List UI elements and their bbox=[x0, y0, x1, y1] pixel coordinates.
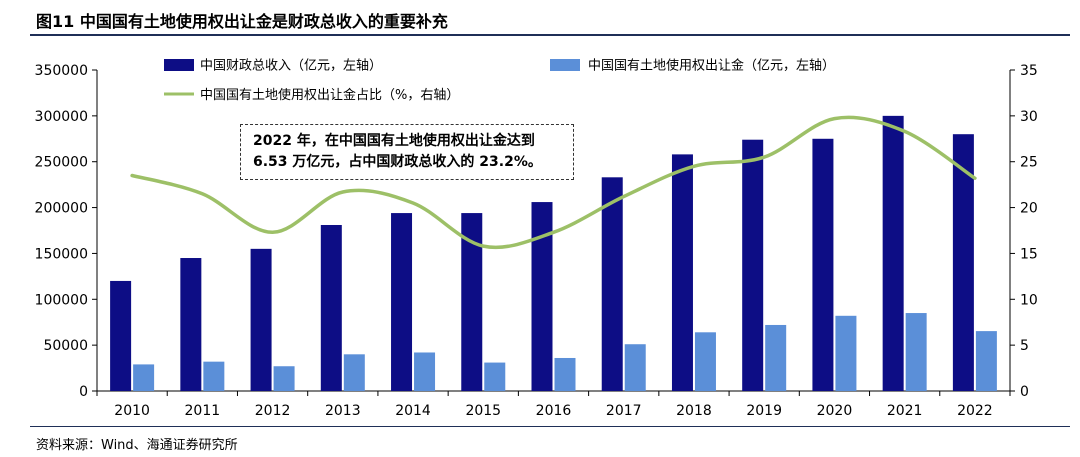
x-tick-label: 2015 bbox=[465, 403, 501, 419]
bar-land bbox=[343, 354, 365, 391]
x-tick-label: 2010 bbox=[114, 403, 150, 419]
bar-revenue bbox=[110, 280, 132, 391]
left-tick-label: 0 bbox=[79, 384, 88, 400]
bars bbox=[110, 115, 997, 391]
share-line bbox=[130, 115, 977, 250]
x-tick-label: 2013 bbox=[325, 403, 361, 419]
bar-revenue bbox=[812, 138, 834, 391]
right-tick-label: 15 bbox=[1020, 246, 1038, 262]
bar-revenue bbox=[601, 177, 623, 391]
x-tick-label: 2019 bbox=[746, 403, 782, 419]
left-tick-label: 350000 bbox=[35, 63, 88, 79]
annotation-line-1: 2022 年，在中国国有土地使用权出让金达到 bbox=[253, 133, 535, 149]
x-tick-label: 2020 bbox=[817, 403, 853, 419]
x-tick-label: 2012 bbox=[255, 403, 291, 419]
legend-label-revenue: 中国财政总收入（亿元，左轴） bbox=[200, 59, 382, 74]
bar-revenue bbox=[742, 139, 764, 391]
left-tick-label: 50000 bbox=[43, 338, 88, 354]
bar-revenue bbox=[531, 202, 553, 391]
bar-land bbox=[975, 331, 997, 391]
chart-title: 图11 中国国有土地使用权出让金是财政总收入的重要补充 bbox=[36, 12, 448, 31]
bar-revenue bbox=[671, 154, 693, 391]
x-tick-label: 2014 bbox=[395, 403, 431, 419]
annotation-line-2: 6.53 万亿元，占中国财政总收入的 23.2%。 bbox=[253, 154, 542, 170]
right-tick-label: 25 bbox=[1020, 155, 1038, 171]
footer-rule bbox=[30, 426, 1070, 427]
right-tick-label: 35 bbox=[1020, 63, 1038, 79]
bar-land bbox=[414, 352, 436, 391]
bar-land bbox=[624, 344, 646, 391]
legend: 中国财政总收入（亿元，左轴） 中国国有土地使用权出让金（亿元，左轴） 中国国有土… bbox=[164, 58, 835, 103]
annotation-box: 2022 年，在中国国有土地使用权出让金达到 6.53 万亿元，占中国财政总收入… bbox=[240, 124, 574, 180]
bar-revenue bbox=[461, 213, 483, 391]
left-tick-label: 200000 bbox=[35, 201, 88, 217]
bar-revenue bbox=[882, 115, 904, 391]
bar-land bbox=[835, 315, 857, 391]
left-tick-label: 300000 bbox=[35, 109, 88, 125]
bar-land bbox=[484, 362, 506, 391]
bar-land bbox=[905, 313, 927, 391]
right-tick-label: 20 bbox=[1020, 201, 1038, 217]
legend-swatch-land bbox=[550, 59, 580, 71]
bar-revenue bbox=[180, 258, 202, 391]
bar-revenue bbox=[320, 224, 342, 391]
bar-land bbox=[273, 366, 295, 391]
left-tick-label: 100000 bbox=[35, 292, 88, 308]
bar-revenue bbox=[391, 213, 413, 391]
right-tick-label: 5 bbox=[1020, 338, 1029, 354]
legend-swatch-revenue bbox=[164, 59, 194, 71]
bar-land bbox=[133, 364, 155, 391]
x-tick-label: 2022 bbox=[957, 403, 993, 419]
left-tick-label: 150000 bbox=[35, 246, 88, 262]
right-tick-label: 0 bbox=[1020, 384, 1029, 400]
bar-revenue bbox=[952, 134, 974, 391]
x-tick-label: 2016 bbox=[536, 403, 572, 419]
source-note: 资料来源：Wind、海通证券研究所 bbox=[36, 438, 238, 453]
x-tick-label: 2021 bbox=[887, 403, 923, 419]
bar-land bbox=[694, 332, 716, 391]
axes: 0 0 50000 5 100000 10 150000 15 200000 20 250000 25… bbox=[35, 63, 1038, 419]
left-tick-label: 250000 bbox=[35, 155, 88, 171]
bar-land bbox=[554, 357, 576, 391]
bar-land bbox=[765, 324, 787, 391]
legend-label-land: 中国国有土地使用权出让金（亿元，左轴） bbox=[588, 58, 835, 74]
x-tick-label: 2017 bbox=[606, 403, 642, 419]
right-tick-label: 30 bbox=[1020, 109, 1038, 125]
legend-label-share: 中国国有土地使用权出让金占比（%，右轴） bbox=[200, 87, 459, 103]
right-tick-label: 10 bbox=[1020, 292, 1038, 308]
bar-land bbox=[203, 361, 225, 391]
bar-revenue bbox=[250, 248, 272, 391]
x-tick-label: 2011 bbox=[185, 403, 221, 419]
x-tick-label: 2018 bbox=[676, 403, 712, 419]
title-rule bbox=[30, 34, 1070, 36]
